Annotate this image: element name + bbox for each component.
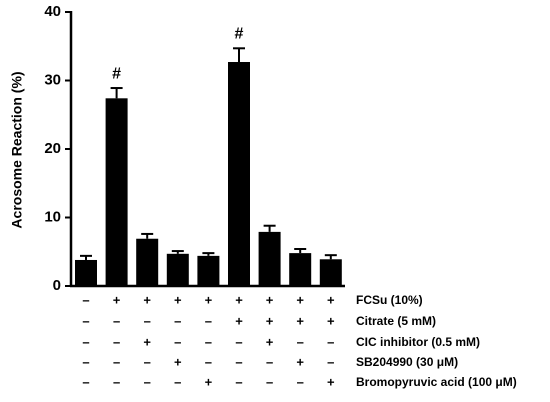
bar — [166, 253, 189, 286]
treatment-sign: + — [235, 313, 243, 328]
y-axis-label: Acrosome Reaction (%) — [9, 71, 25, 228]
treatment-sign: + — [235, 292, 243, 307]
treatment-sign: – — [205, 354, 212, 369]
treatment-sign: – — [327, 354, 334, 369]
treatment-sign: – — [205, 334, 212, 349]
bar — [75, 259, 97, 286]
bar — [228, 62, 250, 286]
treatment-sign: + — [296, 313, 304, 328]
treatment-sign: – — [235, 374, 242, 389]
treatment-sign: – — [144, 313, 151, 328]
bar — [319, 259, 342, 286]
treatment-sign: + — [266, 292, 274, 307]
treatment-sign: – — [174, 374, 181, 389]
treatment-sign: – — [266, 374, 273, 389]
treatment-sign: – — [113, 354, 120, 369]
y-tick-label: 30 — [44, 71, 61, 88]
treatment-sign: + — [327, 292, 335, 307]
treatment-sign: + — [296, 292, 304, 307]
bar — [105, 98, 128, 286]
bar — [136, 238, 159, 286]
y-tick-label: 0 — [53, 277, 61, 294]
treatment-sign: + — [113, 292, 121, 307]
treatment-sign: + — [327, 374, 335, 389]
y-tick-label: 10 — [44, 208, 61, 225]
treatment-sign: + — [174, 292, 182, 307]
treatment-sign: – — [113, 334, 120, 349]
treatment-label: CIC inhibitor (0.5 mM) — [356, 335, 480, 349]
bar — [289, 253, 312, 286]
treatment-sign: – — [205, 313, 212, 328]
treatment-sign: – — [113, 374, 120, 389]
treatment-sign: – — [327, 334, 334, 349]
treatment-label: FCSu (10%) — [356, 293, 423, 307]
treatment-sign: – — [235, 334, 242, 349]
treatment-sign: – — [82, 334, 89, 349]
treatment-sign: + — [266, 313, 274, 328]
annotation: # — [112, 65, 121, 82]
treatment-sign: – — [174, 313, 181, 328]
treatment-sign: – — [82, 354, 89, 369]
treatment-label: Citrate (5 mM) — [356, 314, 436, 328]
treatment-sign: + — [205, 292, 213, 307]
treatment-sign: – — [82, 313, 89, 328]
treatment-sign: – — [266, 354, 273, 369]
treatment-sign: – — [144, 354, 151, 369]
treatment-label: Bromopyruvic acid (100 μM) — [356, 375, 517, 389]
treatment-sign: – — [235, 354, 242, 369]
treatment-sign: + — [143, 292, 151, 307]
treatment-label: SB204990 (30 μM) — [356, 355, 458, 369]
treatment-sign: – — [297, 374, 304, 389]
treatment-sign: – — [113, 313, 120, 328]
bar — [258, 231, 281, 286]
treatment-sign: – — [144, 374, 151, 389]
treatment-sign: – — [82, 292, 89, 307]
y-tick-label: 40 — [44, 3, 61, 20]
treatment-sign: + — [296, 354, 304, 369]
treatment-sign: + — [205, 374, 213, 389]
treatment-sign: – — [174, 334, 181, 349]
treatment-sign: + — [327, 313, 335, 328]
y-tick-label: 20 — [44, 140, 61, 157]
treatment-sign: – — [82, 374, 89, 389]
treatment-sign: + — [143, 334, 151, 349]
annotation: # — [235, 26, 244, 43]
treatment-sign: – — [297, 334, 304, 349]
treatment-sign: + — [266, 334, 274, 349]
treatment-sign: + — [174, 354, 182, 369]
bar — [197, 255, 220, 286]
